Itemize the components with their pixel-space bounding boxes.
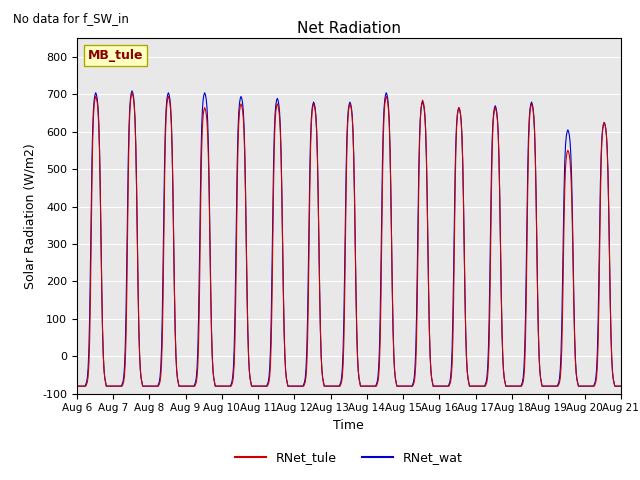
RNet_wat: [617, 383, 625, 389]
RNet_tule: [140, 383, 147, 389]
RNet_tule: [416, 141, 424, 147]
X-axis label: Time: Time: [333, 419, 364, 432]
RNet_wat: [128, 88, 136, 94]
RNet_tule: [128, 90, 136, 96]
Y-axis label: Solar Radiation (W/m2): Solar Radiation (W/m2): [24, 143, 36, 289]
RNet_wat: [83, 379, 90, 385]
RNet_wat: [223, 383, 231, 389]
RNet_wat: [73, 383, 81, 389]
Legend: RNet_tule, RNet_wat: RNet_tule, RNet_wat: [230, 446, 468, 469]
RNet_tule: [83, 381, 90, 387]
RNet_wat: [431, 383, 439, 389]
Text: MB_tule: MB_tule: [88, 49, 143, 62]
RNet_wat: [140, 383, 147, 389]
RNet_tule: [73, 383, 81, 389]
Text: No data for f_SW_in: No data for f_SW_in: [13, 12, 129, 25]
Line: RNet_wat: RNet_wat: [77, 91, 621, 386]
RNet_tule: [431, 383, 439, 389]
RNet_tule: [195, 339, 202, 345]
RNet_wat: [195, 312, 202, 318]
RNet_tule: [223, 383, 231, 389]
Line: RNet_tule: RNet_tule: [77, 93, 621, 386]
Title: Net Radiation: Net Radiation: [297, 21, 401, 36]
RNet_wat: [416, 134, 424, 140]
RNet_tule: [617, 383, 625, 389]
